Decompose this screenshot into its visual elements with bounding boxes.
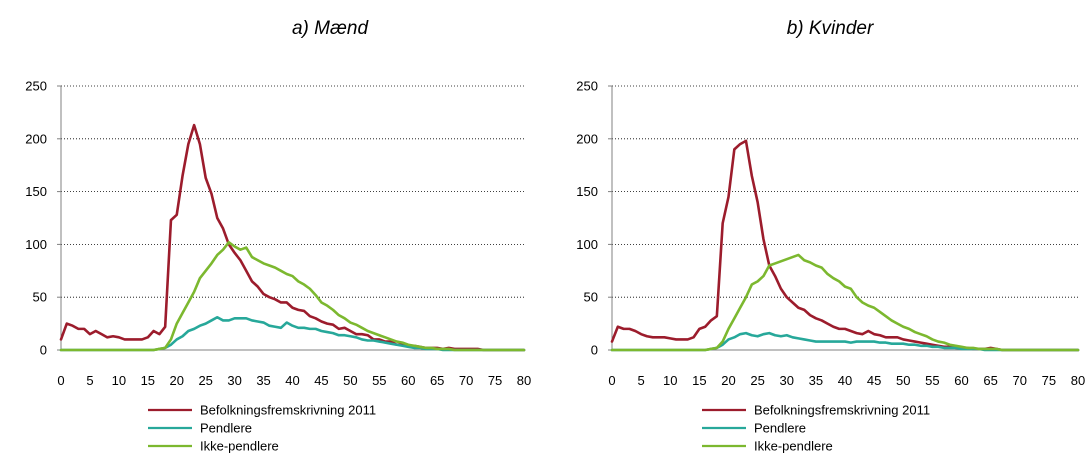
series-line-3 [610, 253, 1080, 352]
x-tick-label: 10 [112, 373, 126, 388]
x-tick-label: 30 [227, 373, 241, 388]
y-tick-label: 250 [576, 79, 598, 94]
chart-panel-1: a) Mænd 0 50 100 150 200 250 0 5 10 15 20 25 30 35 40 45… [25, 18, 531, 454]
y-tick-label: 250 [25, 79, 47, 94]
y-tick-label: 200 [576, 131, 598, 146]
y-tick-label: 100 [25, 237, 47, 252]
y-tick-label: 150 [25, 184, 47, 199]
x-tick-label: 65 [430, 373, 444, 388]
y-tick-label: 50 [584, 290, 598, 305]
x-tick-label: 50 [896, 373, 910, 388]
x-tick-label: 35 [809, 373, 823, 388]
x-tick-label: 70 [1013, 373, 1027, 388]
x-tick-label: 20 [170, 373, 184, 388]
x-tick-label: 55 [372, 373, 386, 388]
y-tick-label: 0 [40, 343, 47, 358]
x-tick-label: 25 [750, 373, 764, 388]
x-tick-label: 55 [925, 373, 939, 388]
chart-title: a) Mænd [292, 18, 369, 39]
legend-label: Ikke-pendlere [200, 439, 279, 454]
legend-label: Pendlere [200, 421, 252, 436]
x-tick-label: 20 [721, 373, 735, 388]
y-tick-label: 0 [591, 343, 598, 358]
chart-panel-2: b) Kvinder 0 50 100 150 200 250 0 5 10 15 20 25 30 35 4… [576, 18, 1085, 454]
x-tick-label: 45 [867, 373, 881, 388]
x-tick-label: 60 [401, 373, 415, 388]
x-tick-label: 80 [517, 373, 531, 388]
x-tick-label: 45 [314, 373, 328, 388]
series-line-2 [59, 315, 526, 352]
x-tick-label: 75 [488, 373, 502, 388]
x-tick-label: 40 [838, 373, 852, 388]
y-tick-label: 50 [33, 290, 47, 305]
x-tick-label: 15 [141, 373, 155, 388]
x-tick-label: 0 [608, 373, 615, 388]
x-tick-label: 5 [638, 373, 645, 388]
x-tick-label: 15 [692, 373, 706, 388]
y-tick-label: 200 [25, 131, 47, 146]
legend-label: Ikke-pendlere [754, 439, 833, 454]
x-tick-label: 60 [954, 373, 968, 388]
x-tick-label: 0 [57, 373, 64, 388]
x-tick-label: 25 [198, 373, 212, 388]
x-tick-label: 65 [983, 373, 997, 388]
y-tick-label: 100 [576, 237, 598, 252]
legend-label: Befolkningsfremskrivning 2011 [200, 403, 376, 418]
x-tick-label: 50 [343, 373, 357, 388]
x-tick-label: 10 [663, 373, 677, 388]
x-tick-label: 5 [86, 373, 93, 388]
series-line-1 [610, 139, 1080, 352]
x-tick-label: 40 [285, 373, 299, 388]
legend-label: Pendlere [754, 421, 806, 436]
series-line-1 [59, 123, 526, 352]
x-tick-label: 70 [459, 373, 473, 388]
series-line-2 [610, 331, 1080, 352]
chart-title: b) Kvinder [787, 18, 874, 39]
series-line-3 [59, 240, 526, 352]
x-tick-label: 75 [1042, 373, 1056, 388]
x-tick-label: 35 [256, 373, 270, 388]
x-tick-label: 80 [1071, 373, 1085, 388]
x-tick-label: 30 [780, 373, 794, 388]
y-tick-label: 150 [576, 184, 598, 199]
legend-label: Befolkningsfremskrivning 2011 [754, 403, 930, 418]
